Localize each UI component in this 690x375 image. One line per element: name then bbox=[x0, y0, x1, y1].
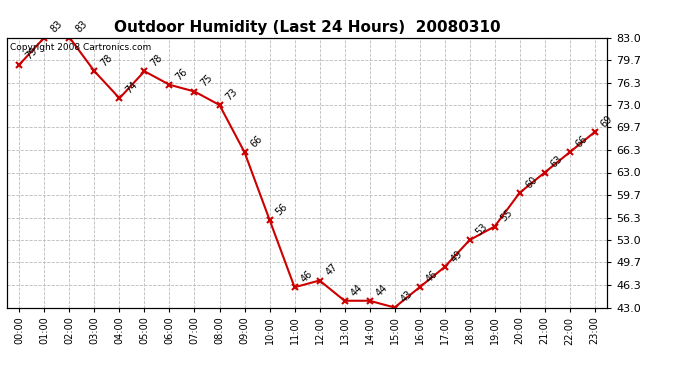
Text: 43: 43 bbox=[399, 289, 415, 305]
Text: 63: 63 bbox=[549, 154, 564, 170]
Text: 46: 46 bbox=[424, 269, 440, 285]
Text: Copyright 2008 Cartronics.com: Copyright 2008 Cartronics.com bbox=[10, 43, 151, 52]
Text: 79: 79 bbox=[23, 46, 39, 62]
Text: 49: 49 bbox=[448, 249, 464, 264]
Text: 76: 76 bbox=[174, 66, 190, 82]
Title: Outdoor Humidity (Last 24 Hours)  20080310: Outdoor Humidity (Last 24 Hours) 2008031… bbox=[114, 20, 500, 35]
Text: 44: 44 bbox=[348, 282, 364, 298]
Text: 55: 55 bbox=[499, 208, 515, 224]
Text: 56: 56 bbox=[274, 201, 290, 217]
Text: 75: 75 bbox=[199, 73, 215, 89]
Text: 66: 66 bbox=[574, 134, 589, 150]
Text: 69: 69 bbox=[599, 114, 615, 129]
Text: 46: 46 bbox=[299, 269, 315, 285]
Text: 83: 83 bbox=[74, 19, 89, 35]
Text: 53: 53 bbox=[474, 221, 490, 237]
Text: 74: 74 bbox=[124, 80, 139, 96]
Text: 78: 78 bbox=[148, 53, 164, 69]
Text: 83: 83 bbox=[48, 19, 64, 35]
Text: 78: 78 bbox=[99, 53, 115, 69]
Text: 66: 66 bbox=[248, 134, 264, 150]
Text: 73: 73 bbox=[224, 86, 239, 102]
Text: 44: 44 bbox=[374, 282, 389, 298]
Text: 60: 60 bbox=[524, 174, 540, 190]
Text: 47: 47 bbox=[324, 262, 339, 278]
